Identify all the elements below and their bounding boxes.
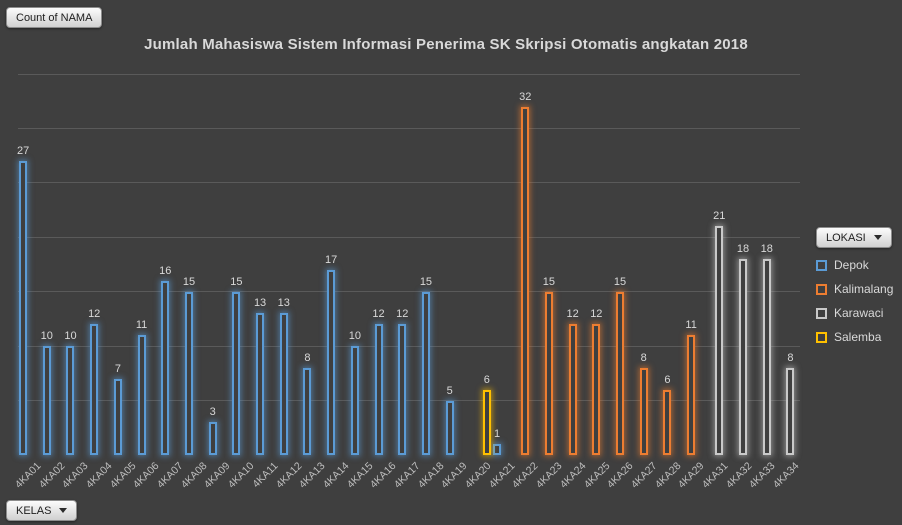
bar-value-label: 10: [64, 330, 77, 342]
bar-value-label: 8: [304, 352, 311, 364]
axis-field-button[interactable]: KELAS: [6, 500, 78, 521]
legend-marker-icon: [816, 283, 827, 295]
legend: LOKASI Depok Kalimalang Karawaci Salemba: [816, 227, 902, 344]
value-field-button[interactable]: Count of NAMA: [6, 7, 103, 28]
bar-value-label: 6: [483, 374, 490, 386]
bar-4KA07: [161, 281, 170, 455]
bar-4KA15: [350, 346, 359, 455]
gridline: [18, 182, 800, 184]
bar-4KA01: [19, 161, 28, 455]
bar-value-label: 18: [736, 243, 750, 255]
bar-value-label: 12: [590, 308, 603, 320]
legend-marker-icon: [816, 331, 827, 343]
bar-4KA08: [184, 292, 193, 455]
gridline: [18, 127, 800, 129]
bar-value-label: 1: [493, 428, 501, 440]
gridline: [18, 291, 800, 293]
bar-value-label: 5: [446, 385, 453, 397]
bar-4KA04: [90, 324, 99, 455]
legend-marker-icon: [816, 259, 827, 271]
bar-value-label: 16: [159, 265, 172, 277]
bar-4KA21: [493, 444, 502, 455]
bar-4KA16: [374, 324, 383, 455]
bar-4KA28: [663, 390, 672, 455]
value-field-label: Count of NAMA: [16, 11, 93, 24]
bar-value-label: 15: [419, 276, 433, 288]
bar-4KA13: [303, 368, 312, 455]
bar-value-label: 10: [348, 330, 361, 342]
bar-value-label: 12: [372, 308, 385, 320]
bar-4KA17: [398, 324, 407, 455]
bar-4KA20: [482, 390, 491, 455]
bar-value-label: 12: [396, 308, 409, 320]
bar-4KA02: [42, 346, 51, 455]
gridline: [18, 400, 800, 402]
gridline: [18, 73, 800, 75]
bar-4KA24: [568, 324, 577, 455]
bar-value-label: 7: [114, 363, 121, 375]
legend-label: Karawaci: [834, 306, 884, 320]
bar-value-label: 15: [542, 276, 556, 288]
bar-4KA06: [137, 335, 146, 455]
bar-4KA27: [639, 368, 648, 455]
bar-value-label: 11: [135, 319, 148, 331]
dropdown-arrow-icon: [874, 235, 882, 240]
chart-title: Jumlah Mahasiswa Sistem Informasi Peneri…: [144, 36, 748, 53]
bar-4KA03: [66, 346, 75, 455]
bar-value-label: 11: [685, 319, 697, 331]
bar-4KA32: [739, 259, 747, 455]
legend-field-label: LOKASI: [826, 231, 866, 244]
legend-items: Depok Kalimalang Karawaci Salemba: [816, 258, 902, 344]
legend-label: Kalimalang: [834, 282, 894, 296]
bar-value-label: 12: [566, 308, 579, 320]
bar-4KA10: [232, 292, 241, 455]
bar-4KA19: [445, 401, 454, 455]
legend-item-kalimalang: Kalimalang: [816, 282, 902, 296]
gridline: [18, 345, 800, 347]
bar-value-label: 8: [640, 352, 647, 364]
plot-area: 27 10 10 12 7 11 16 15 3 15 13 13 8 17 10 12 12 15 5 1 32 15 1…: [17, 73, 800, 455]
bar-value-label: 10: [40, 330, 53, 342]
bar-value-label: 6: [664, 374, 671, 386]
bar-4KA22: [521, 107, 530, 455]
bar-4KA23: [544, 292, 553, 455]
bar-value-label: 21: [713, 210, 726, 222]
bar-4KA12: [279, 313, 288, 455]
bar-value-label: 8: [787, 352, 794, 364]
bar-value-label: 15: [230, 276, 243, 288]
bar-value-label: 32: [519, 91, 532, 103]
bar-4KA34: [786, 368, 795, 455]
bar-4KA14: [327, 270, 336, 455]
bar-value-label: 27: [16, 145, 30, 157]
legend-label: Depok: [834, 258, 869, 272]
bar-4KA18: [421, 292, 430, 455]
gridline: [18, 236, 800, 238]
bar-4KA26: [616, 292, 625, 455]
bar-4KA25: [592, 324, 601, 455]
axis-field-label: KELAS: [16, 504, 52, 517]
legend-label: Salemba: [834, 330, 882, 344]
bar-value-label: 15: [613, 276, 627, 288]
bar-4KA09: [208, 422, 217, 455]
bar-value-label: 13: [277, 297, 290, 309]
bar-value-label: 13: [253, 297, 267, 309]
legend-item-depok: Depok: [816, 258, 902, 272]
legend-item-karawaci: Karawaci: [816, 306, 902, 320]
bar-value-label: 3: [209, 406, 216, 418]
bar-4KA29: [687, 335, 696, 455]
bar-value-label: 12: [88, 308, 101, 320]
bar-4KA33: [762, 259, 771, 455]
bar-value-label: 17: [325, 254, 338, 266]
bar-value-label: 15: [182, 276, 196, 288]
legend-marker-icon: [816, 307, 827, 319]
bar-4KA31: [715, 226, 724, 455]
legend-field-button[interactable]: LOKASI: [816, 227, 892, 248]
dropdown-arrow-icon: [59, 508, 68, 513]
legend-item-salemba: Salemba: [816, 330, 902, 344]
bar-4KA11: [256, 313, 265, 455]
bar-4KA05: [113, 379, 122, 455]
bar-value-label: 18: [760, 243, 773, 255]
